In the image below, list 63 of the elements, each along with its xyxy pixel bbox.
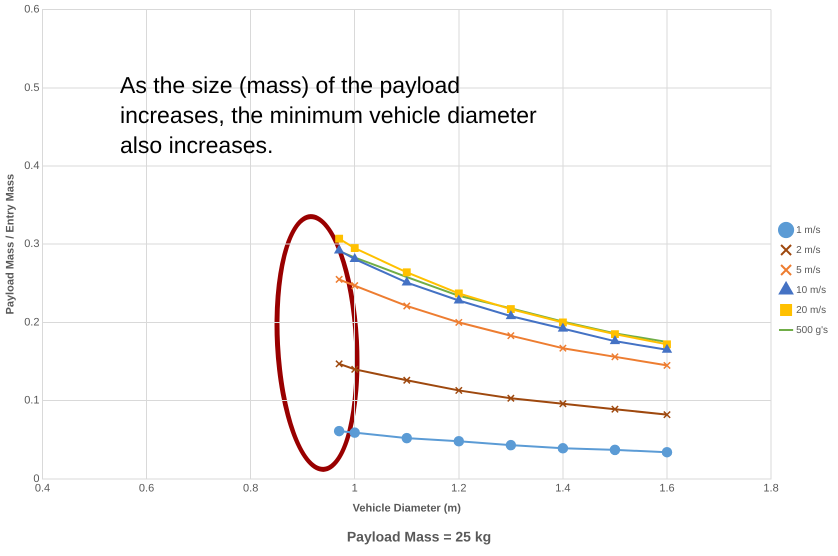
point [454,436,464,447]
point [402,376,411,384]
point [454,290,463,298]
point [350,282,359,290]
point [611,405,619,414]
point [558,344,567,352]
y-tick-label: 0.6 [24,4,40,16]
point [506,310,516,320]
y-axis-title: Payload Mass / Entry Mass [4,174,17,315]
point [506,332,515,340]
x-tick-label: 0.6 [138,482,154,494]
legend-label: 10 m/s [796,284,826,296]
point [610,336,620,344]
point [350,244,359,252]
point [506,305,515,314]
legend-label: 5 m/s [796,264,821,276]
legend-label: 500 g's [796,324,828,336]
annotation: As the size (mass) of the payload increases, the minimum vehicle diameter also increases. [120,71,538,160]
point [610,444,620,456]
point [334,426,344,436]
y-tick-label: 0.4 [24,160,40,172]
point [558,323,568,332]
point [402,432,412,444]
text: Payload Mass = 25 kg [346,528,492,544]
point [402,302,411,310]
y-tick-label: 0.5 [24,82,40,94]
point [402,268,411,276]
point [350,254,360,262]
point [662,446,672,458]
x-tick-label: 1.4 [555,482,571,494]
x-tick-label: 0.4 [34,482,50,494]
y-tick-label: 0 [33,472,40,485]
point [506,394,515,402]
x-axis-title: Vehicle Diameter (m) [352,502,462,515]
y-tick-label: 0.3 [24,238,40,250]
point [558,400,567,408]
point [663,410,671,419]
point [611,352,619,361]
x-tick-label: 1 [352,482,358,494]
point [335,360,344,368]
x-tick-label: 0.8 [243,482,258,494]
x-tick-label: 1.6 [659,482,675,494]
legend-label: 20 m/s [796,304,826,316]
point [662,344,672,353]
point [349,427,360,438]
y-tick-label: 0.2 [24,316,40,328]
point [506,440,516,450]
x-tick-label: 1.8 [763,482,779,494]
point [611,330,619,338]
point [335,234,344,243]
legend-label: 1 m/s [796,224,821,236]
point [454,295,464,304]
point [454,386,463,394]
point [402,277,412,286]
point [334,245,344,254]
point [454,318,463,326]
point [558,443,568,454]
point [350,365,359,374]
legend-label: 2 m/s [796,244,821,256]
y-tick-label: 0.1 [24,394,40,407]
point [335,275,344,284]
x-tick-label: 1.2 [451,482,466,494]
point [663,361,671,370]
